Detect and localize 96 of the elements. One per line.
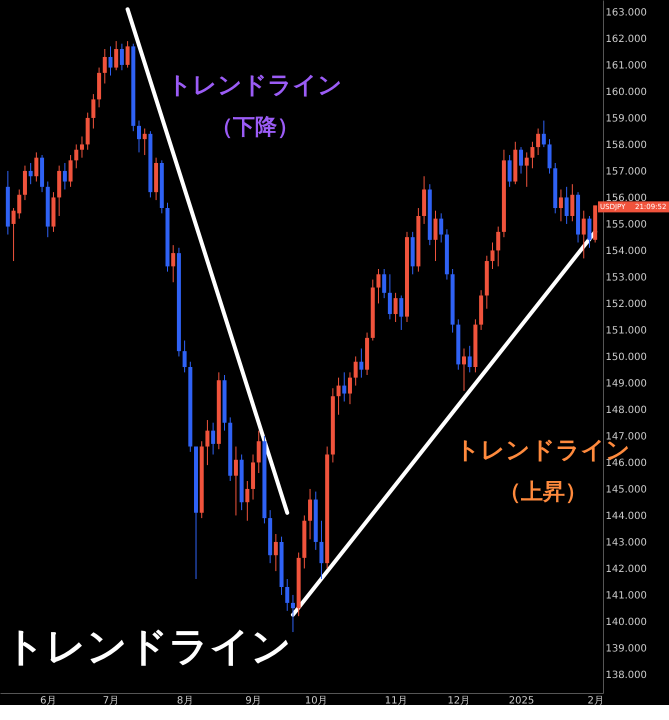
y-tick-label: 158.000 bbox=[606, 140, 647, 151]
candlestick bbox=[114, 40, 118, 71]
y-tick-label: 156.000 bbox=[606, 192, 647, 204]
candlestick bbox=[530, 141, 534, 169]
y-tick-label: 150.000 bbox=[606, 352, 647, 363]
y-tick-label: 159.000 bbox=[606, 113, 647, 124]
candlestick bbox=[62, 162, 67, 190]
annotation: トレンドライン bbox=[4, 624, 292, 670]
candlestick bbox=[570, 184, 574, 222]
y-tick-label: 146.000 bbox=[606, 458, 647, 469]
candlestick bbox=[234, 446, 238, 516]
candlestick bbox=[359, 348, 364, 378]
x-tick-label: 7月 bbox=[102, 696, 120, 706]
candlestick bbox=[274, 533, 278, 572]
candlestick bbox=[22, 165, 27, 201]
candlestick bbox=[12, 208, 16, 262]
annotation: トレンドライン bbox=[168, 71, 342, 99]
y-tick-label: 152.000 bbox=[606, 298, 647, 310]
candlestick bbox=[285, 578, 290, 612]
x-tick-label: 6月 bbox=[40, 696, 56, 706]
candlestick bbox=[308, 488, 312, 540]
candlestick bbox=[462, 348, 466, 392]
y-tick-label: 143.000 bbox=[606, 537, 647, 548]
candlestick bbox=[68, 154, 73, 188]
candlestick bbox=[564, 186, 569, 224]
y-tick-label: 138.000 bbox=[606, 670, 647, 681]
candlestick bbox=[587, 215, 592, 248]
y-tick-label: 161.000 bbox=[606, 60, 647, 72]
candlestick bbox=[399, 294, 404, 330]
candlestick bbox=[376, 268, 380, 304]
candlestick bbox=[582, 210, 586, 259]
candlestick bbox=[548, 138, 552, 174]
y-tick-label: 153.000 bbox=[606, 272, 647, 284]
candlestick bbox=[205, 420, 210, 466]
candlestick bbox=[490, 242, 495, 270]
x-tick-label: 10月 bbox=[304, 696, 328, 706]
annotation: （上昇） bbox=[499, 480, 587, 505]
x-tick-label: 2025 bbox=[508, 696, 534, 706]
x-tick-label: 12月 bbox=[447, 696, 470, 706]
candlestick bbox=[108, 46, 112, 76]
candlestick bbox=[536, 128, 540, 156]
candlestick bbox=[290, 594, 295, 633]
candlestick bbox=[439, 212, 444, 243]
candlestick bbox=[102, 48, 107, 84]
y-tick-label: 145.000 bbox=[606, 484, 647, 496]
candlestick bbox=[182, 340, 187, 373]
candlestick bbox=[354, 356, 358, 386]
y-tick-label: 155.000 bbox=[606, 219, 647, 230]
y-tick-label: 139.000 bbox=[606, 643, 647, 654]
candlestick bbox=[126, 40, 130, 68]
candlestick bbox=[171, 244, 176, 283]
candlestick bbox=[508, 154, 512, 188]
candlestick bbox=[211, 422, 216, 455]
candlestick bbox=[382, 268, 386, 299]
candlestick bbox=[142, 128, 147, 156]
candlestick bbox=[245, 480, 250, 522]
y-tick-label: 163.000 bbox=[606, 7, 647, 18]
candlestick bbox=[342, 372, 346, 402]
y-tick-label: 141.000 bbox=[606, 590, 647, 602]
candlestick bbox=[80, 136, 84, 158]
y-tick-label: 162.000 bbox=[606, 34, 647, 45]
y-tick-label: 148.000 bbox=[606, 404, 647, 416]
candlestick bbox=[468, 345, 472, 373]
candlestick bbox=[496, 226, 500, 267]
candlestick bbox=[519, 146, 524, 174]
y-tick-label: 154.000 bbox=[606, 246, 647, 257]
candlestick bbox=[28, 162, 33, 185]
candlestick bbox=[542, 120, 546, 148]
x-tick-label: 2月 bbox=[587, 696, 604, 706]
y-tick-label: 147.000 bbox=[606, 431, 647, 442]
candlestick bbox=[256, 430, 261, 474]
candlestick bbox=[120, 43, 124, 71]
candlestick bbox=[394, 292, 398, 322]
x-tick-label: 9月 bbox=[245, 696, 262, 706]
annotation: （下降） bbox=[211, 115, 299, 140]
candlestick bbox=[319, 520, 324, 580]
candlestick bbox=[433, 210, 438, 262]
x-tick-label: 8月 bbox=[176, 696, 194, 706]
candlestick bbox=[74, 144, 78, 169]
x-tick-label: 11月 bbox=[384, 696, 408, 706]
candlestick bbox=[388, 274, 392, 320]
y-tick-label: 160.000 bbox=[606, 86, 647, 98]
candlestick bbox=[34, 152, 38, 182]
candlestick bbox=[558, 188, 563, 222]
y-tick-label: 142.000 bbox=[606, 564, 647, 575]
y-tick-label: 149.000 bbox=[606, 378, 647, 390]
candlestick bbox=[17, 188, 22, 220]
candlestick bbox=[348, 372, 352, 405]
candlestick bbox=[336, 377, 341, 416]
candlestick bbox=[524, 152, 529, 188]
y-tick-label: 151.000 bbox=[606, 325, 647, 336]
y-tick-label: 157.000 bbox=[606, 166, 647, 178]
y-tick-label: 140.000 bbox=[606, 616, 647, 628]
candlestick bbox=[91, 94, 96, 130]
y-tick-label: 144.000 bbox=[606, 510, 647, 522]
candlestick bbox=[136, 120, 141, 153]
